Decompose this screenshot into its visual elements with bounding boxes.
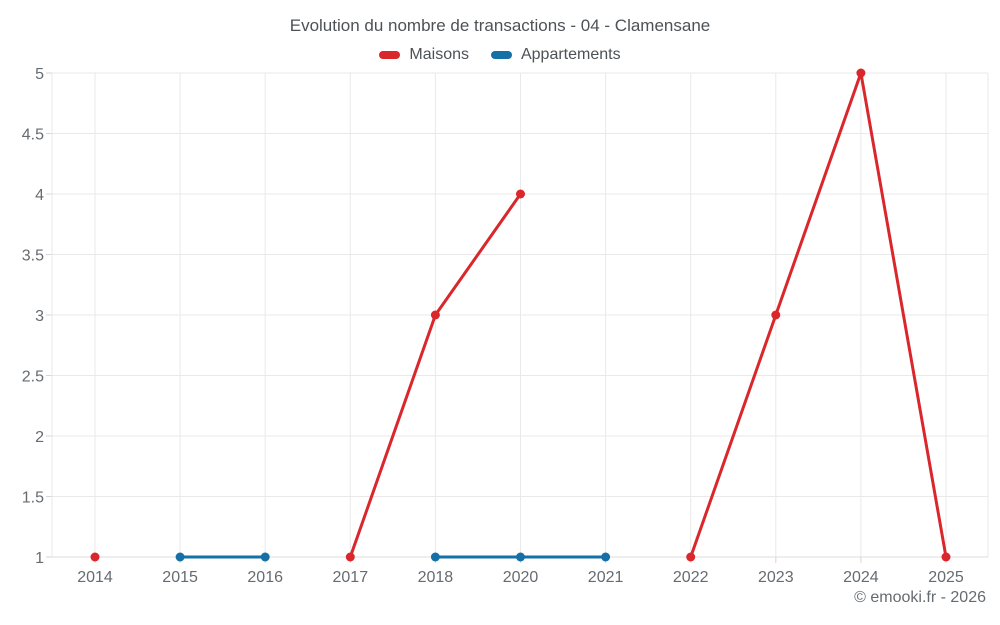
y-tick-label: 3 xyxy=(35,308,44,325)
data-point-maisons-2024[interactable] xyxy=(856,68,866,78)
data-point-appartements-2015[interactable] xyxy=(175,552,185,562)
legend: Maisons Appartements xyxy=(0,45,1000,65)
maisons-swatch-icon xyxy=(379,51,401,59)
x-tick-label: 2022 xyxy=(673,569,709,586)
x-tick-label: 2021 xyxy=(588,569,624,586)
x-tick-label: 2023 xyxy=(758,569,794,586)
x-tick-label: 2024 xyxy=(843,569,879,586)
legend-item-maisons[interactable]: Maisons xyxy=(379,46,469,64)
data-point-maisons-2022[interactable] xyxy=(686,552,696,562)
legend-item-appartements[interactable]: Appartements xyxy=(490,46,621,64)
data-point-maisons-2023[interactable] xyxy=(771,310,781,320)
x-tick-label: 2025 xyxy=(928,569,964,586)
data-point-maisons-2020[interactable] xyxy=(516,189,525,199)
data-point-appartements-2018[interactable] xyxy=(430,552,440,562)
x-tick-label: 2014 xyxy=(77,569,113,586)
appartements-swatch-icon xyxy=(490,51,512,59)
gridlines xyxy=(46,72,989,563)
x-tick-label: 2015 xyxy=(162,569,198,586)
data-point-appartements-2021[interactable] xyxy=(601,552,611,562)
series-appartements xyxy=(175,552,611,562)
y-tick-label: 1.5 xyxy=(22,490,44,507)
series-line xyxy=(689,71,948,559)
chart-title: Evolution du nombre de transactions - 04… xyxy=(289,16,711,35)
data-point-maisons-2025[interactable] xyxy=(941,552,951,562)
x-tick-label: 2018 xyxy=(418,569,454,586)
copyright-text: © emooki.fr - 2026 xyxy=(854,589,986,606)
data-point-maisons-2017[interactable] xyxy=(345,552,355,562)
y-tick-label: 4.5 xyxy=(22,127,44,144)
series-maisons xyxy=(90,68,951,562)
data-point-maisons-2014[interactable] xyxy=(90,552,100,562)
y-tick-label: 2 xyxy=(35,429,44,446)
y-tick-label: 3.5 xyxy=(22,248,44,265)
y-tick-label: 2.5 xyxy=(22,369,44,386)
x-tick-label: 2017 xyxy=(333,569,369,586)
x-tick-label: 2016 xyxy=(247,569,283,586)
y-tick-label: 5 xyxy=(35,66,44,83)
y-tick-label: 1 xyxy=(35,550,44,567)
axis-labels: 5 4.5 4 3.5 3 2.5 2 1.5 1 2014 2015 2016 2017 2018 202… xyxy=(22,66,964,586)
legend-label-maisons: Maisons xyxy=(409,46,469,63)
data-point-appartements-2020[interactable] xyxy=(516,552,525,562)
legend-label-appartements: Appartements xyxy=(520,46,621,63)
y-tick-label: 4 xyxy=(35,187,44,204)
x-tick-label: 2020 xyxy=(503,569,539,586)
data-point-appartements-2016[interactable] xyxy=(260,552,270,562)
data-point-maisons-2018[interactable] xyxy=(430,310,440,320)
